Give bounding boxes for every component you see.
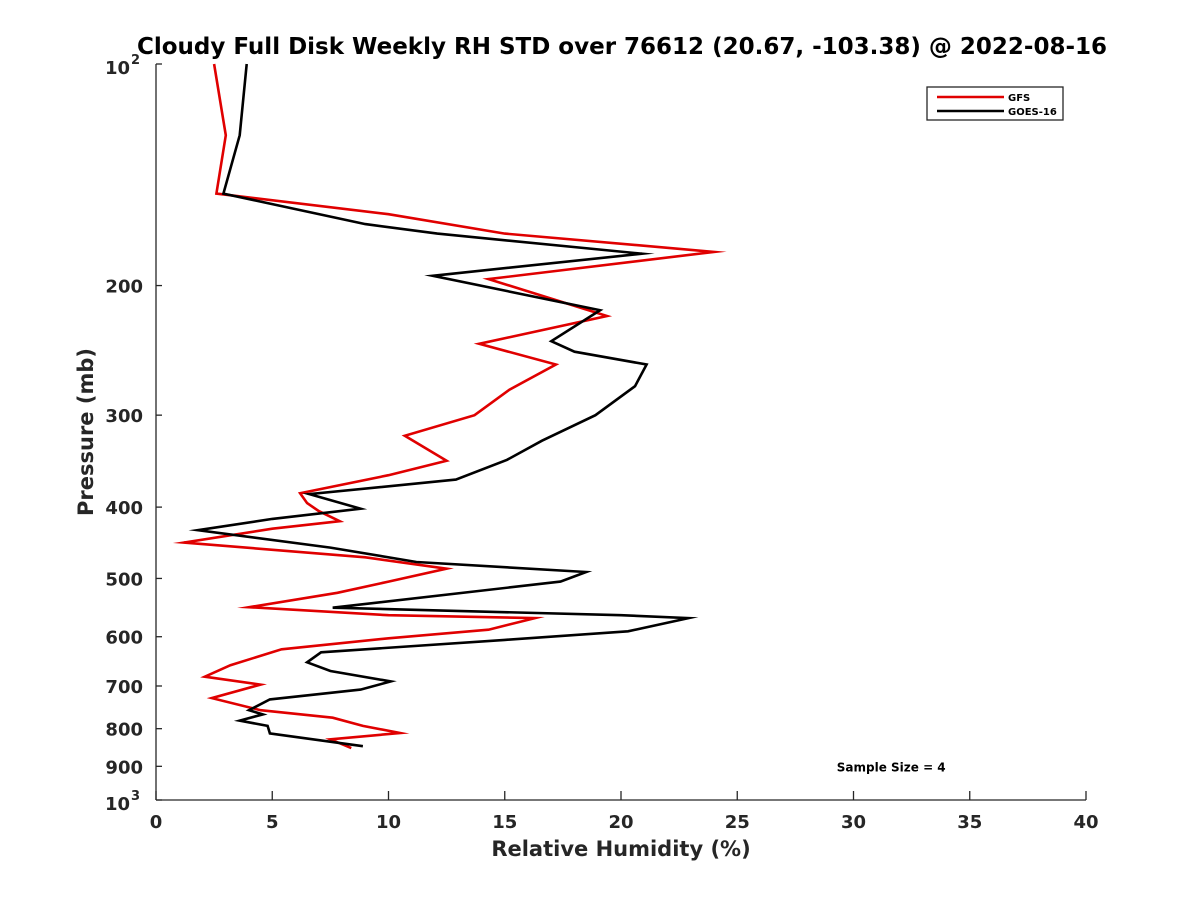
legend-entry: GOES-16 [1008,107,1057,118]
x-tick-label: 35 [957,812,982,833]
series-layer [172,63,727,750]
y-tick-label: 200 [105,277,143,298]
x-tick-label: 20 [608,812,633,833]
y-axis-label: Pressure (mb) [74,348,98,516]
y-tick-label: 10 [105,58,130,79]
x-tick-label: 15 [492,812,517,833]
legend-entry: GFS [1008,93,1030,104]
sample-size-annotation: Sample Size = 4 [837,760,946,774]
legend-box [926,86,1064,121]
x-tick-label: 30 [841,812,866,833]
x-tick-label: 5 [266,812,279,833]
y-tick-exponent: 2 [131,53,140,68]
x-tick-label: 25 [725,812,750,833]
y-tick-label: 800 [105,720,143,741]
y-tick-exponent: 3 [131,789,140,804]
y-tick-label: 300 [105,406,143,427]
y-tick-label: 700 [105,677,143,698]
annotation-layer: Sample Size = 4 [837,760,946,774]
y-tick-label: 900 [105,757,143,778]
legend: GFS GOES-16 [926,86,1064,121]
series-line-goes-16 [188,63,699,748]
x-tick-label: 0 [150,812,163,833]
y-tick-label: 10 [105,794,130,815]
series-line-gfs [172,63,727,750]
x-axis-label: Relative Humidity (%) [491,837,750,861]
y-tick-label: 500 [105,569,143,590]
y-tick-label: 400 [105,498,143,519]
y-tick-label: 600 [105,628,143,649]
x-tick-label: 10 [376,812,401,833]
x-tick-label: 40 [1073,812,1098,833]
chart-title: Cloudy Full Disk Weekly RH STD over 7661… [137,34,1107,60]
